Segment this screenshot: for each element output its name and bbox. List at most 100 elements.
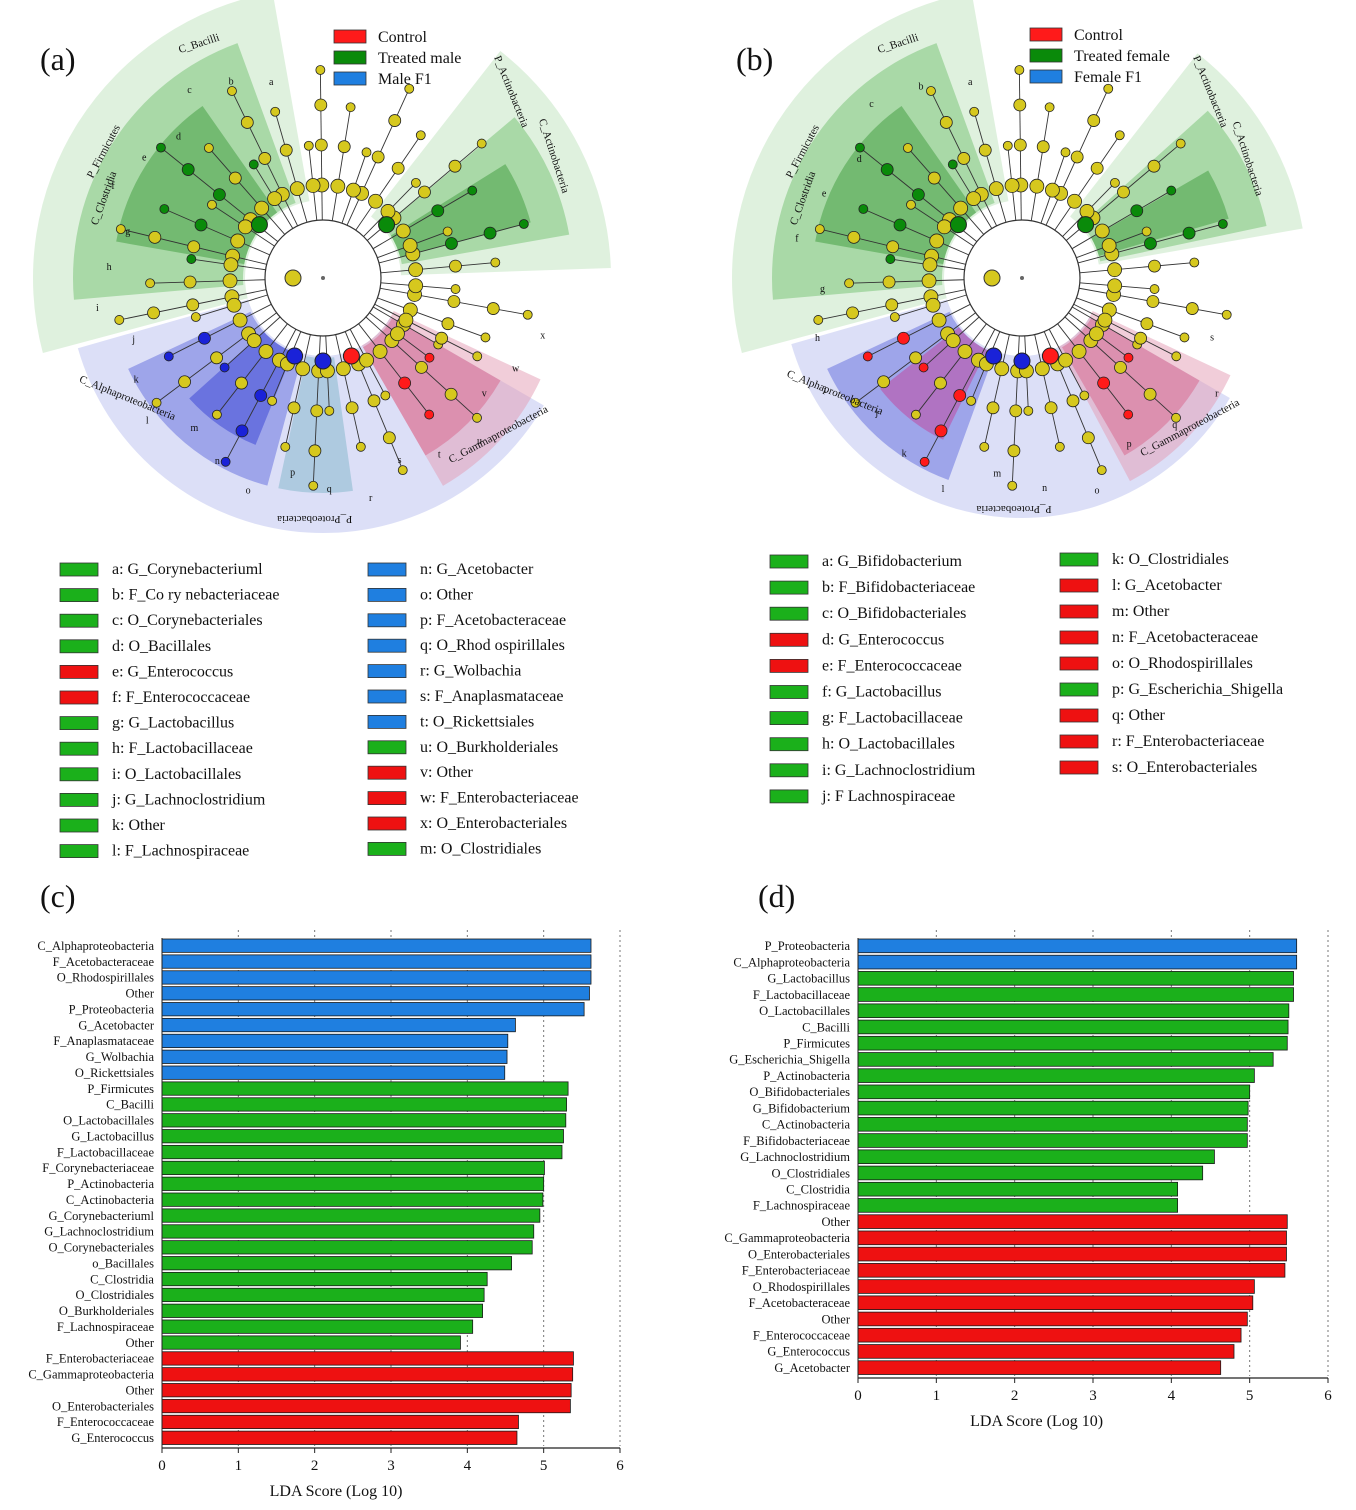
clade-letter: c [869,99,874,110]
legend-label: Male F1 [378,71,432,88]
key-entry: g: G_Lactobacillus [112,715,234,732]
clade-node [388,114,402,127]
clade-node [232,312,248,328]
clade-branch [915,323,987,415]
clade-node [1087,114,1101,127]
x-tick-label: 2 [311,1458,319,1474]
lda-bar [857,1295,1254,1311]
clade-node [390,326,405,342]
clade-node [151,397,162,408]
lda-bar [857,1246,1287,1262]
key-entry: f: F_Enterococcaceae [112,689,250,706]
clade-node [207,199,217,210]
clade-node [957,344,973,359]
key-swatch [1059,604,1099,619]
clade-letter: m [993,468,1001,479]
key-entry: b: F_Bifidobacteriaceae [822,579,975,596]
root-node [1020,276,1024,280]
clade-node [1097,376,1111,390]
lda-bar [857,1344,1235,1359]
category-label: O_Lactobacillales [759,1004,850,1018]
clade-branch [1030,107,1051,221]
lda-bar [857,1165,1204,1181]
clade-node [424,352,435,363]
lda-bar [857,1052,1274,1067]
clade-branch [284,334,311,447]
key-entry: m: O_Clostridiales [420,840,541,857]
lda-bar [161,1017,516,1033]
clade-node [1143,387,1157,401]
lda-bar [161,1065,506,1080]
key-swatch [1059,578,1099,593]
key-entry: w: F_Enterobacteriaceae [420,790,579,807]
clade-letter: v [482,388,487,399]
category-label: F_Acetobacteraceae [749,1296,851,1310]
clade-node [1036,140,1050,154]
x-tick-label: 6 [1324,1388,1332,1404]
clade-node [934,376,947,390]
clade-node [994,361,1010,377]
key-entry: m: Other [1112,603,1170,620]
clade-node [979,441,990,452]
clade-branch [867,303,971,357]
clade-node [361,147,372,158]
key-swatch [367,765,407,780]
clade-node [1107,262,1123,278]
key-entry: s: O_Enterobacteriales [1112,759,1257,776]
clade-node [1175,138,1186,149]
category-label: C_Clostridia [90,1272,154,1286]
clade-node [237,219,253,235]
clade-node [404,83,415,94]
key-entry: n: G_Acetobacter [420,561,534,578]
key-entry: d: G_Enterococcus [822,631,944,648]
category-label: G_Enterococcus [767,1345,850,1359]
key-swatch [769,711,809,725]
clade-node [186,298,200,312]
clade-letter: o [246,485,251,496]
category-label: C_Actinobacteria [66,1193,155,1207]
category-label: O_Bifidobacteriales [749,1085,850,1099]
clade-branch [1057,323,1129,415]
clade-branch [1034,334,1061,447]
key-entry: p: G_Escherichia_Shigella [1112,681,1283,698]
clade-letter: n [1042,483,1047,494]
key-entry: j: G_Lachnoclostridium [111,791,266,808]
clade-node [476,138,487,149]
clade-node [398,376,412,390]
clade-node [181,163,195,176]
clade-node [228,171,242,185]
clade-node [295,361,311,377]
cladogram-b: P_FirmicutesC_BacilliC_ClostridiaP_Actin… [732,0,1303,518]
clade-node [490,257,501,268]
sector-label: P_Proteobacteria [277,513,352,525]
key-entry: l: F_Lachnospiraceae [112,843,249,860]
key-swatch [769,554,809,569]
lda-bar [161,1335,461,1350]
key-entry: q: O_Rhod ospirillales [420,637,565,654]
category-label: C_Gammaproteobacteria [724,1231,850,1245]
clade-letter: d [176,132,181,143]
x-tick-label: 6 [616,1458,624,1474]
category-label: Other [126,987,155,1001]
clade-node [893,218,907,232]
clade-node [953,200,969,216]
key-entry: f: G_Lactobacillus [822,684,942,701]
clade-node [483,226,497,240]
key-swatch [367,715,407,729]
lda-bar [857,1214,1288,1229]
clade-node [983,269,1001,287]
key-entry: a: G_Corynebacteriuml [112,561,263,578]
clade-node [1134,331,1147,345]
clade-node [966,191,981,206]
clade-node [1217,219,1228,229]
clade-node [486,302,500,315]
lda-bar [857,1263,1286,1278]
clade-node [877,375,890,389]
key-entry: s: F_Anaplasmataceae [420,688,564,705]
clade-node [909,351,922,365]
clade-node [380,390,391,401]
clade-node [220,456,231,467]
lda-bar [161,1240,533,1255]
category-label: G_Lactobacillus [767,972,850,986]
clade-node [1123,352,1134,363]
